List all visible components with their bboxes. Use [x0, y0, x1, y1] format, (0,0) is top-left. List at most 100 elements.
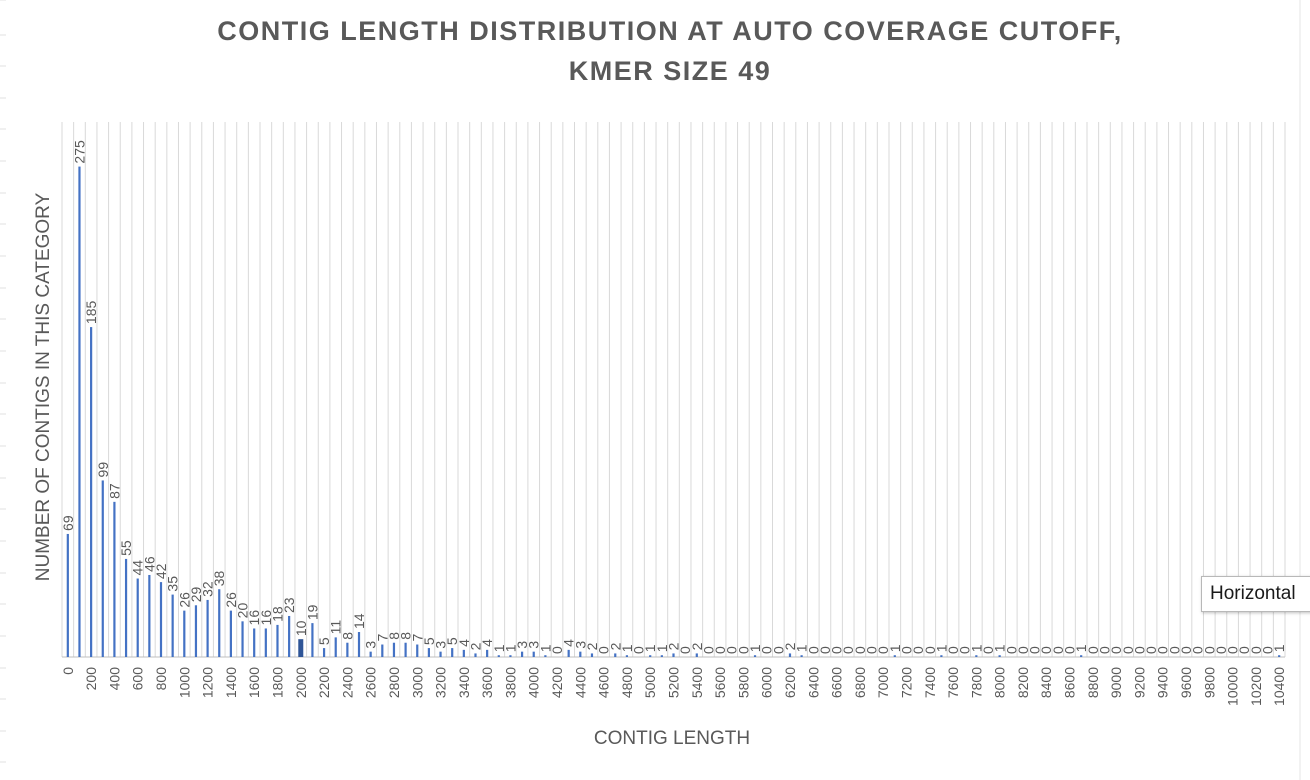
bar[interactable] — [893, 655, 896, 657]
bar[interactable] — [486, 649, 489, 657]
bar[interactable] — [497, 655, 500, 657]
x-axis-title[interactable]: CONTIG LENGTH — [593, 728, 751, 749]
bar[interactable] — [544, 655, 547, 657]
bar[interactable] — [206, 599, 209, 657]
bar[interactable] — [416, 644, 419, 657]
bar[interactable] — [218, 589, 221, 657]
data-label: 0 — [712, 646, 728, 654]
data-label: 26 — [223, 592, 239, 608]
y-axis-title[interactable]: NUMBER OF CONTIGS IN THIS CATEGORY — [33, 192, 54, 582]
x-tick-label: 10000 — [1225, 667, 1241, 706]
bar[interactable] — [241, 621, 244, 657]
x-tick-label: 6800 — [852, 667, 868, 698]
data-label: 0 — [1120, 646, 1136, 654]
bar[interactable] — [229, 610, 232, 657]
data-label: 275 — [71, 140, 87, 164]
bar[interactable] — [509, 655, 512, 657]
data-label: 1 — [794, 644, 810, 652]
bar[interactable] — [695, 653, 698, 657]
data-label: 1 — [502, 644, 518, 652]
bar[interactable] — [298, 639, 304, 657]
bar[interactable] — [614, 653, 617, 657]
bar[interactable] — [194, 605, 198, 657]
bar[interactable] — [672, 653, 675, 657]
bar[interactable] — [334, 637, 337, 657]
bar[interactable] — [462, 649, 465, 657]
bar[interactable] — [171, 594, 174, 657]
bar[interactable] — [253, 628, 256, 657]
bar[interactable] — [357, 632, 361, 657]
bar[interactable] — [148, 574, 151, 657]
bar[interactable] — [800, 655, 803, 657]
data-label: 20 — [235, 603, 251, 619]
bar[interactable] — [66, 533, 69, 657]
bar[interactable] — [369, 651, 372, 657]
bar[interactable] — [183, 610, 186, 657]
bar[interactable] — [392, 642, 396, 657]
data-label: 0 — [677, 646, 693, 654]
bar[interactable] — [124, 558, 128, 657]
data-label: 16 — [258, 610, 274, 626]
bar[interactable] — [590, 653, 594, 657]
bar[interactable] — [346, 642, 349, 657]
bar[interactable] — [78, 166, 81, 657]
bar[interactable] — [567, 649, 570, 657]
x-tick-label: 3800 — [502, 667, 518, 698]
x-tick-label: 2200 — [316, 667, 332, 698]
x-tick-label: 10200 — [1248, 667, 1264, 706]
x-tick-label: 5600 — [712, 667, 728, 698]
data-label: 0 — [1003, 646, 1019, 654]
data-label: 1 — [642, 644, 658, 652]
bar[interactable] — [136, 578, 139, 657]
data-label: 0 — [922, 646, 938, 654]
bar[interactable] — [404, 642, 407, 657]
bar[interactable] — [322, 648, 326, 657]
data-label: 0 — [631, 646, 647, 654]
bar[interactable] — [427, 648, 430, 657]
data-label: 2 — [467, 642, 483, 650]
bar[interactable] — [381, 644, 384, 657]
bar[interactable] — [753, 655, 757, 657]
x-tick-label: 7200 — [898, 667, 914, 698]
bar[interactable] — [940, 655, 943, 657]
bar[interactable] — [113, 501, 116, 657]
x-tick-label: 9200 — [1131, 667, 1147, 698]
bar[interactable] — [439, 651, 442, 657]
bar[interactable] — [474, 653, 477, 657]
data-label: 3 — [526, 641, 542, 649]
bar[interactable] — [1080, 655, 1083, 657]
bar[interactable] — [520, 651, 524, 657]
bar[interactable] — [625, 655, 629, 657]
bar[interactable] — [1278, 655, 1281, 657]
data-label: 1 — [537, 644, 553, 652]
x-tick-label: 4400 — [572, 667, 588, 698]
bar[interactable] — [101, 480, 104, 657]
bar[interactable] — [276, 624, 279, 657]
data-label: 0 — [1236, 646, 1252, 654]
x-tick-label: 2000 — [293, 667, 309, 698]
bar[interactable] — [90, 327, 93, 657]
bar[interactable] — [788, 653, 792, 657]
bar[interactable] — [288, 615, 291, 657]
data-label: 0 — [735, 646, 751, 654]
bar[interactable] — [159, 582, 163, 657]
bar[interactable] — [451, 648, 454, 657]
bar[interactable] — [975, 655, 978, 657]
data-label: 1 — [747, 644, 763, 652]
x-tick-label: 2600 — [363, 667, 379, 698]
bar[interactable] — [579, 651, 582, 657]
bar[interactable] — [311, 623, 314, 657]
bar[interactable] — [264, 628, 267, 657]
data-label: 0 — [945, 646, 961, 654]
bar[interactable] — [660, 655, 663, 657]
chart-title-line-2[interactable]: KMER SIZE 49 — [568, 56, 772, 86]
data-label: 42 — [153, 563, 169, 579]
bar[interactable] — [998, 655, 1001, 657]
data-label: 1 — [933, 644, 949, 652]
chart-title-line-1[interactable]: CONTIG LENGTH DISTRIBUTION AT AUTO COVER… — [217, 16, 1123, 46]
bar[interactable] — [532, 651, 535, 657]
bar[interactable] — [649, 655, 652, 657]
bar-series[interactable] — [66, 166, 1281, 657]
